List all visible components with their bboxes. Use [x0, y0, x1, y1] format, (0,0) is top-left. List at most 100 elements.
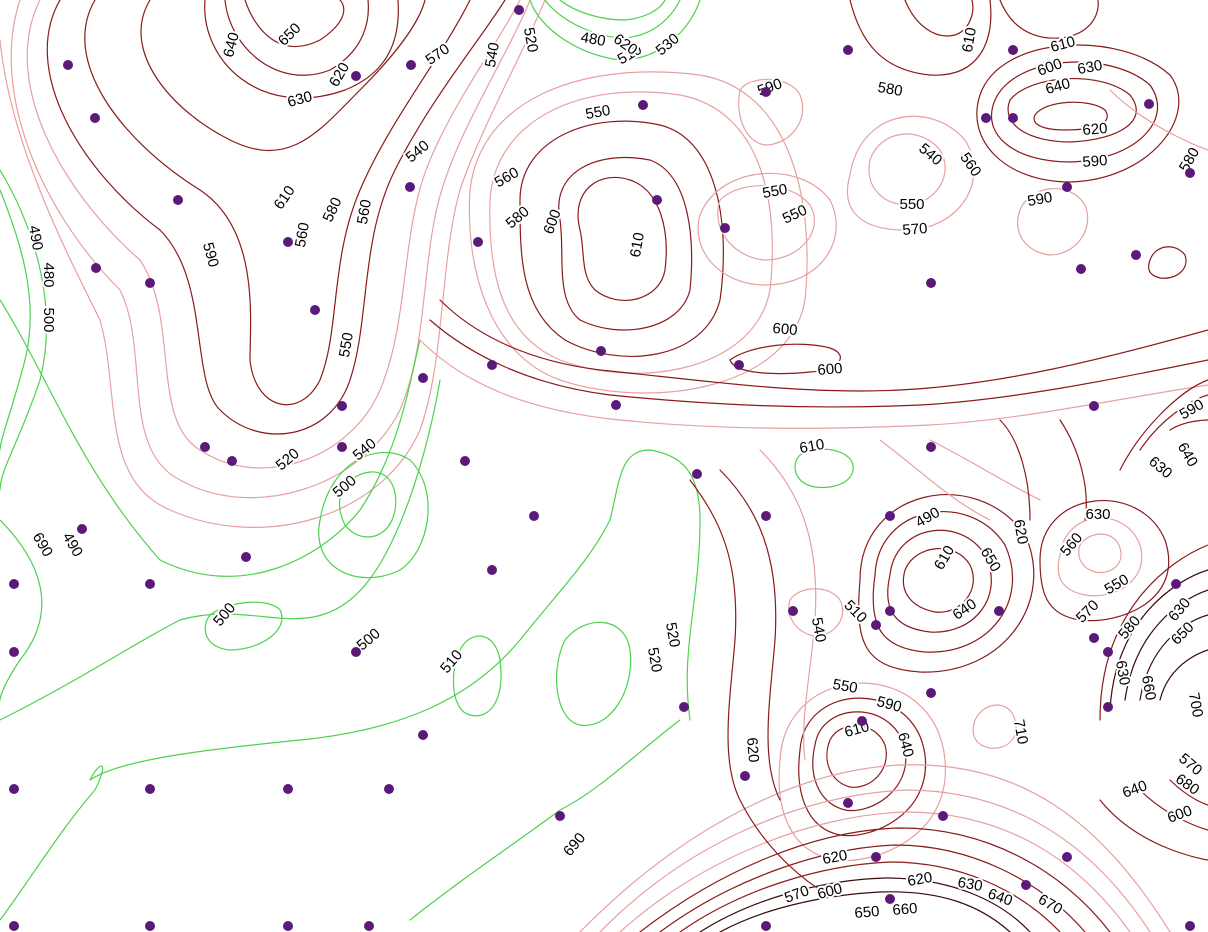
- sample-point-marker: [337, 442, 347, 452]
- sample-point-marker: [843, 798, 853, 808]
- contour-label: 600: [817, 360, 843, 379]
- contour-line: [10, 0, 531, 499]
- sample-point-marker: [611, 400, 621, 410]
- contour-line: [1124, 589, 1208, 701]
- sample-point-marker: [857, 716, 867, 726]
- contour-line: [868, 133, 946, 206]
- contour-line: [719, 891, 1011, 932]
- contour-line: [719, 469, 781, 801]
- sample-point-marker: [310, 305, 320, 315]
- sample-point-marker: [938, 811, 948, 821]
- contour-label: 540: [482, 41, 503, 69]
- contour-label: 620: [743, 737, 762, 763]
- sample-point-marker: [173, 195, 183, 205]
- sample-point-marker: [487, 360, 497, 370]
- contour-line: [826, 725, 887, 788]
- contour-line: [1109, 569, 1208, 711]
- contour-line: [579, 764, 1171, 932]
- contour-line: [812, 711, 907, 812]
- contour-line: [577, 176, 667, 301]
- sample-point-marker: [1103, 702, 1113, 712]
- contour-line: [679, 861, 1061, 932]
- contour-line: [849, 0, 992, 76]
- contour-line: [468, 71, 808, 394]
- sample-point-marker: [761, 511, 771, 521]
- sample-point-marker: [926, 278, 936, 288]
- contour-line: [204, 601, 283, 651]
- contour-label: 590: [1082, 152, 1108, 171]
- sample-point-marker: [200, 442, 210, 452]
- sample-point-marker: [9, 921, 19, 931]
- sample-point-marker: [283, 237, 293, 247]
- sample-point-marker: [241, 552, 251, 562]
- sample-point-marker: [514, 5, 524, 15]
- contour-label: 620: [1082, 120, 1108, 139]
- contour-line: [0, 299, 421, 577]
- contour-label: 550: [899, 196, 924, 213]
- contour-line: [1057, 517, 1143, 597]
- contour-line: [204, 0, 399, 99]
- sample-point-marker: [740, 771, 750, 781]
- contour-line: [409, 719, 681, 921]
- sample-point-marker: [720, 223, 730, 233]
- sample-point-marker: [761, 87, 771, 97]
- sample-point-marker: [487, 565, 497, 575]
- contour-line: [439, 299, 1208, 392]
- contour-line: [904, 0, 974, 37]
- sample-points: [9, 5, 1195, 931]
- contour-line: [519, 120, 724, 357]
- sample-point-marker: [596, 346, 606, 356]
- contour-line: [244, 0, 345, 47]
- sample-point-marker: [981, 113, 991, 123]
- contour-line: [0, 765, 104, 921]
- sample-point-marker: [405, 182, 415, 192]
- contour-label: 570: [902, 220, 928, 239]
- contour-label: 600: [772, 320, 798, 339]
- contour-line: [619, 811, 1131, 932]
- sample-point-marker: [638, 100, 648, 110]
- contour-line: [1148, 246, 1187, 279]
- contour-line: [1169, 779, 1208, 806]
- sample-point-marker: [1021, 880, 1031, 890]
- contour-line: [999, 0, 1099, 39]
- sample-point-marker: [926, 442, 936, 452]
- sample-point-marker: [473, 237, 483, 247]
- sample-point-marker: [145, 278, 155, 288]
- contour-label: 700: [1185, 691, 1206, 719]
- sample-point-marker: [1131, 250, 1141, 260]
- sample-point-marker: [871, 620, 881, 630]
- contour-label: 540: [808, 616, 829, 644]
- contour-line: [46, 0, 506, 435]
- contour-line: [999, 419, 1031, 521]
- sample-point-marker: [9, 784, 19, 794]
- contour-line: [990, 61, 1159, 163]
- contour-line: [1139, 614, 1208, 701]
- contour-line: [659, 844, 1086, 932]
- contour-line: [1139, 789, 1208, 831]
- contour-line: [1033, 101, 1108, 131]
- sample-point-marker: [1008, 45, 1018, 55]
- sample-point-marker: [283, 921, 293, 931]
- sample-point-marker: [1062, 852, 1072, 862]
- sample-point-marker: [1144, 99, 1154, 109]
- contour-label: 520: [644, 646, 665, 674]
- sample-point-marker: [418, 373, 428, 383]
- sample-point-marker: [529, 511, 539, 521]
- sample-point-marker: [761, 921, 771, 931]
- contour-line: [639, 827, 1111, 932]
- contour-line: [887, 529, 992, 633]
- contour-line: [976, 44, 1180, 183]
- contour-line: [858, 494, 1035, 673]
- contour-line: [338, 471, 397, 538]
- contour-line: [872, 511, 1014, 653]
- sample-point-marker: [91, 263, 101, 273]
- sample-point-marker: [1185, 921, 1195, 931]
- contour-line: [559, 0, 666, 21]
- contour-line: [794, 448, 854, 489]
- sample-point-marker: [555, 811, 565, 821]
- contour-line: [1078, 533, 1122, 574]
- contour-line: [140, 0, 426, 151]
